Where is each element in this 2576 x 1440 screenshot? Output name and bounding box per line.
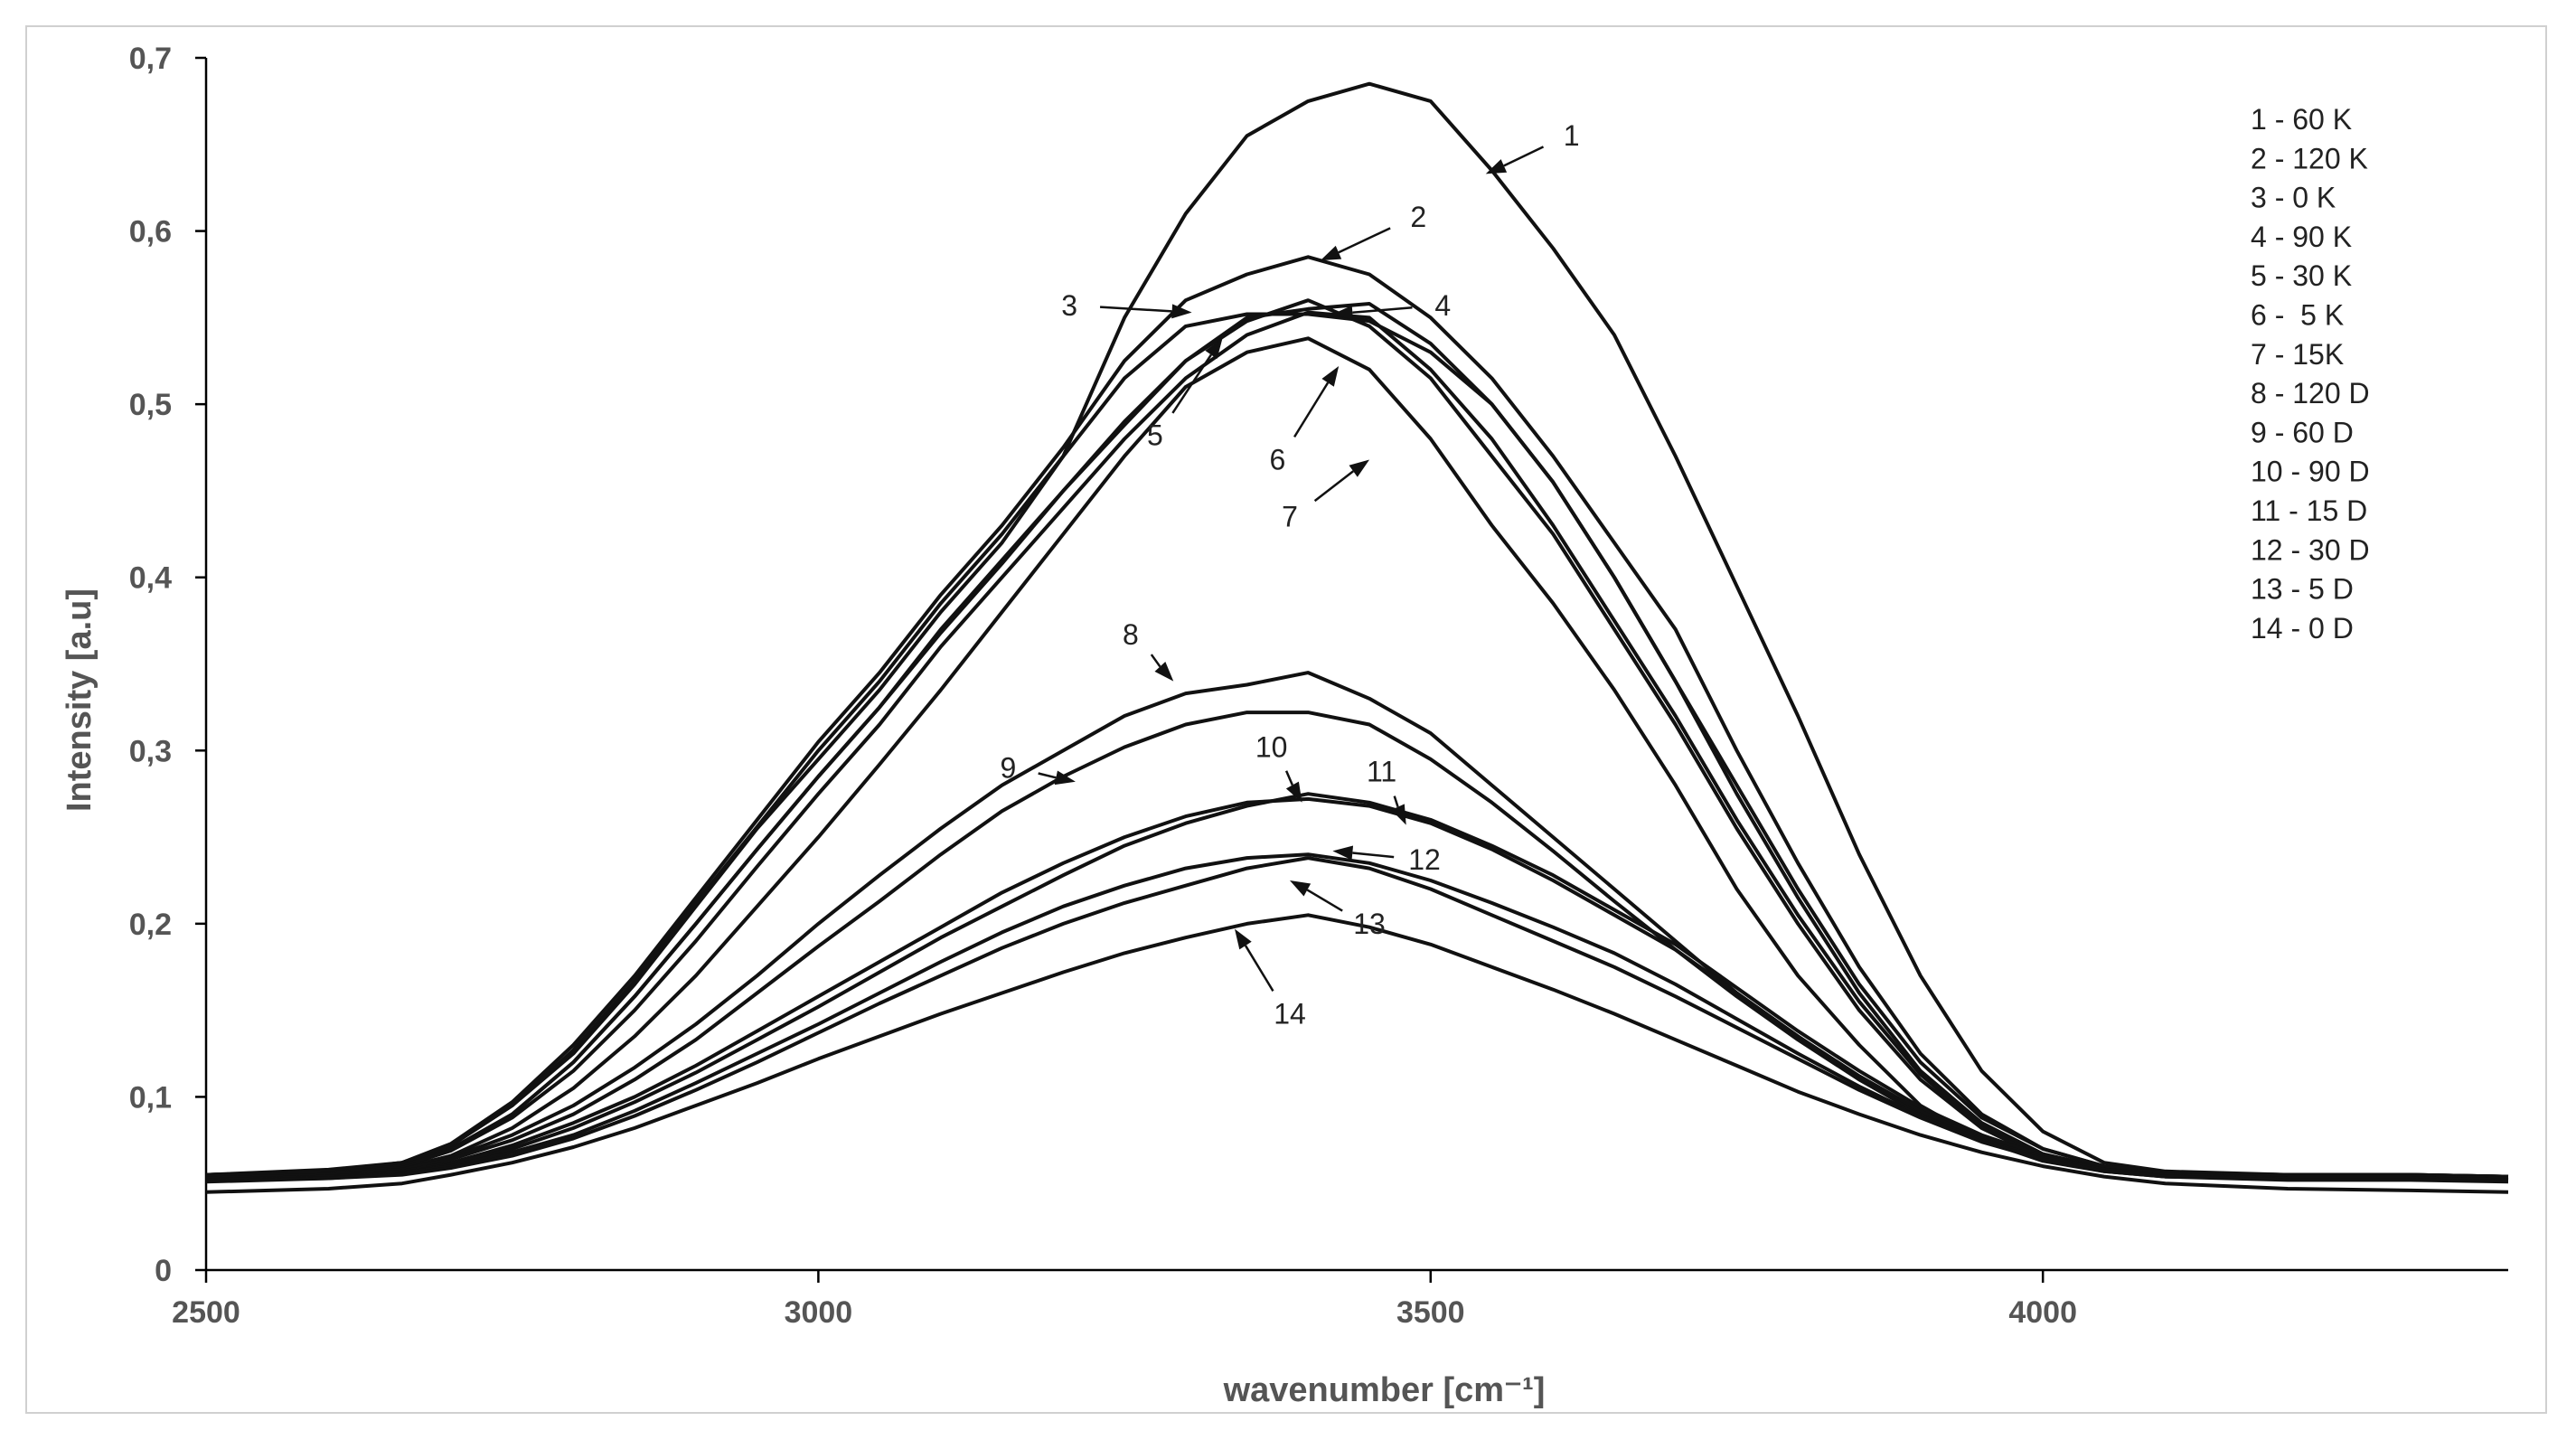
callout-leader-5 bbox=[1171, 353, 1212, 414]
axes bbox=[204, 58, 2508, 1272]
series-line-1 bbox=[205, 81, 2509, 1179]
callout-leader-11 bbox=[1393, 795, 1399, 808]
callout-arrowhead-6 bbox=[1321, 365, 1340, 387]
callout-leader-14 bbox=[1244, 945, 1274, 992]
legend-entry: 4 - 90 K bbox=[2251, 221, 2352, 253]
callout-arrowhead-13 bbox=[1289, 880, 1312, 897]
legend-entry: 7 - 15K bbox=[2251, 338, 2344, 371]
callout-arrowhead-12 bbox=[1332, 845, 1354, 861]
y-axis-title: Intensity [a.u] bbox=[61, 588, 99, 812]
series-line-13 bbox=[205, 856, 2509, 1184]
y-tick-label: 0,7 bbox=[129, 42, 172, 76]
legend-entry: 2 - 120 K bbox=[2251, 142, 2368, 174]
callout-leader-9 bbox=[1038, 772, 1057, 779]
legend-entry: 9 - 60 D bbox=[2251, 416, 2354, 448]
y-tick-label: 0 bbox=[155, 1254, 172, 1288]
callout-arrowhead-8 bbox=[1154, 662, 1174, 682]
legend-entry: 14 - 0 D bbox=[2251, 612, 2354, 645]
callout-arrowhead-11 bbox=[1391, 804, 1406, 825]
callout-arrowhead-14 bbox=[1235, 928, 1252, 950]
callout-arrowhead-5 bbox=[1205, 338, 1223, 359]
series-line-9 bbox=[205, 711, 2509, 1182]
legend-entry: 10 - 90 D bbox=[2251, 456, 2370, 488]
legend-entry: 11 - 15 D bbox=[2251, 494, 2367, 527]
callout-label-11: 11 bbox=[1367, 755, 1396, 787]
y-tick-label: 0,1 bbox=[129, 1080, 172, 1115]
callout-arrowhead-9 bbox=[1054, 770, 1076, 786]
legend-entry: 13 - 5 D bbox=[2251, 573, 2354, 606]
legend-entry: 5 - 30 K bbox=[2251, 259, 2352, 292]
series-layer bbox=[205, 81, 2509, 1194]
callout-leader-1 bbox=[1503, 146, 1545, 167]
callout-leader-4 bbox=[1352, 306, 1413, 315]
x-tick-label: 3500 bbox=[1396, 1295, 1465, 1330]
callout-leader-10 bbox=[1284, 770, 1294, 786]
callout-label-8: 8 bbox=[1123, 618, 1139, 651]
x-tick-label: 3000 bbox=[785, 1295, 853, 1330]
callout-label-13: 13 bbox=[1353, 908, 1386, 940]
callout-label-14: 14 bbox=[1274, 997, 1306, 1030]
callout-label-1: 1 bbox=[1564, 119, 1580, 152]
callout-leader-7 bbox=[1313, 470, 1354, 503]
legend-entry: 12 - 30 D bbox=[2251, 533, 2370, 566]
series-line-11 bbox=[205, 792, 2509, 1182]
callout-label-5: 5 bbox=[1147, 419, 1163, 452]
callout-label-9: 9 bbox=[1000, 751, 1016, 784]
callout-leader-2 bbox=[1338, 227, 1391, 254]
callout-arrowhead-2 bbox=[1320, 245, 1342, 261]
legend-entry: 8 - 120 D bbox=[2251, 377, 2370, 409]
legend-entry: 6 - 5 K bbox=[2251, 299, 2344, 332]
callout-arrowhead-4 bbox=[1332, 305, 1353, 320]
callout-label-10: 10 bbox=[1255, 730, 1288, 763]
x-axis-title: wavenumber [cm⁻¹] bbox=[1223, 1371, 1546, 1409]
y-tick-label: 0,6 bbox=[129, 215, 172, 249]
callout-label-12: 12 bbox=[1408, 843, 1441, 876]
series-line-6 bbox=[205, 298, 2509, 1181]
series-line-5 bbox=[205, 310, 2509, 1181]
x-tick-label: 2500 bbox=[172, 1295, 240, 1330]
y-tick-label: 0,4 bbox=[129, 561, 172, 596]
callout-label-4: 4 bbox=[1434, 289, 1451, 322]
callout-label-2: 2 bbox=[1410, 201, 1426, 233]
legend: 1 - 60 K 2 - 120 K 3 - 0 K 4 - 90 K 5 - 30 K… bbox=[2251, 103, 2370, 645]
chart-frame bbox=[25, 25, 2547, 1414]
callout-arrowhead-3 bbox=[1171, 304, 1192, 319]
callout-label-3: 3 bbox=[1061, 289, 1077, 322]
series-line-2 bbox=[205, 255, 2509, 1179]
y-tick-label: 0,3 bbox=[129, 734, 172, 768]
callout-arrowhead-1 bbox=[1485, 159, 1508, 174]
y-tick-label: 0,2 bbox=[129, 908, 172, 942]
callout-label-6: 6 bbox=[1270, 443, 1286, 475]
legend-entry: 1 - 60 K bbox=[2251, 103, 2352, 136]
callout-arrowhead-7 bbox=[1349, 459, 1370, 477]
y-tick-label: 0,5 bbox=[129, 388, 172, 422]
legend-entry: 3 - 0 K bbox=[2251, 182, 2336, 214]
series-line-3 bbox=[205, 312, 2509, 1179]
callout-leader-6 bbox=[1293, 381, 1330, 438]
series-line-4 bbox=[205, 302, 2509, 1179]
callout-leader-3 bbox=[1099, 306, 1172, 313]
series-line-14 bbox=[205, 913, 2509, 1194]
callout-label-7: 7 bbox=[1282, 501, 1298, 533]
callout-leader-8 bbox=[1150, 654, 1161, 668]
callout-arrowhead-10 bbox=[1285, 781, 1302, 803]
callout-leader-12 bbox=[1352, 852, 1395, 859]
callout-leader-13 bbox=[1306, 889, 1343, 912]
tick-marks: 0 0,1 0,2 0,3 0,4 0,5 0,6 0,7 2500 3000 3500 4000 bbox=[129, 42, 2077, 1330]
x-tick-label: 4000 bbox=[2008, 1295, 2077, 1330]
